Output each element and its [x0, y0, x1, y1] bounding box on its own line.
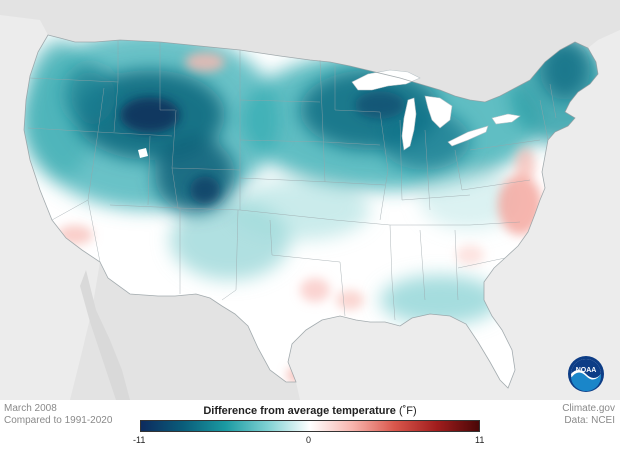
baja-peninsula [80, 270, 130, 400]
legend-unit: (˚F) [398, 405, 417, 417]
credit-data: Data: NCEI [564, 415, 615, 426]
us-temperature-anomaly-map: NOAA [0, 0, 620, 400]
legend-mid-label: 0 [306, 435, 312, 445]
noaa-logo-text: NOAA [576, 367, 597, 374]
state-borders [23, 34, 599, 389]
lake-michigan [401, 97, 417, 151]
canada-landmass [0, 0, 620, 102]
lake-ontario [491, 113, 521, 125]
anomaly-shading [24, 35, 598, 383]
footer: March 2008 Compared to 1991-2020 Differe… [0, 400, 620, 450]
legend-max-label: 11 [475, 435, 485, 445]
legend-title-text: Difference from average temperature [203, 405, 396, 417]
lake-erie [447, 125, 489, 147]
legend-color-bar [140, 420, 480, 432]
mexico-landmass [70, 262, 300, 400]
lake-huron [424, 95, 453, 129]
great-salt-lake [138, 148, 148, 158]
legend-title: Difference from average temperature (˚F) [140, 405, 480, 417]
credit-source: Climate.gov [562, 403, 615, 414]
date-label: March 2008 [4, 403, 57, 414]
legend-min-label: -11 [133, 435, 146, 445]
noaa-logo: NOAA [568, 356, 604, 392]
lake-superior [351, 69, 421, 91]
baseline-label: Compared to 1991-2020 [4, 415, 113, 426]
map-area: NOAA [0, 0, 620, 400]
